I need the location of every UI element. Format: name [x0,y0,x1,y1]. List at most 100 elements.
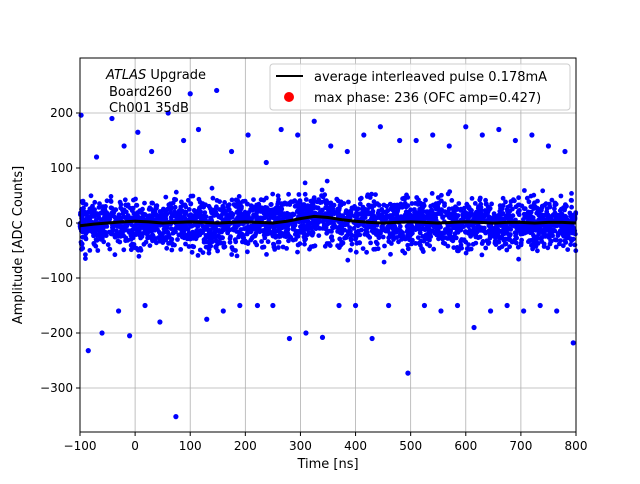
scatter-cloud-point [402,250,408,256]
scatter-cloud-point [373,228,379,233]
scatter-point [263,159,269,166]
scatter-cloud-point [82,227,88,233]
scatter-cloud-point [410,224,415,230]
scatter-cloud-point [231,202,237,207]
scatter-cloud-point [431,224,437,230]
scatter-cloud-point [92,199,98,205]
scatter-cloud-point [459,237,465,242]
scatter-cloud-point [326,207,332,213]
scatter-cloud-point [221,208,227,213]
scatter-cloud-point [275,239,281,245]
scatter-cloud-point [272,231,277,237]
scatter-cloud-point [118,202,124,207]
scatter-cloud-point [189,223,195,229]
scatter-cloud-point [263,226,269,232]
scatter-cloud-point [286,191,291,197]
scatter-point [496,126,502,133]
scatter-cloud-point [129,222,134,228]
scatter-cloud-point [361,211,366,217]
scatter-cloud-point [232,224,238,230]
scatter-cloud-point [260,245,265,250]
scatter-cloud-point [328,220,333,226]
scatter-cloud-point [440,215,445,221]
scatter-cloud-point [519,203,525,209]
scatter-cloud-point [98,210,104,216]
scatter-cloud-point [142,200,147,206]
scatter-cloud-point [195,224,201,230]
scatter-cloud-point [255,209,260,215]
scatter-point [344,148,350,155]
scatter-cloud-point [80,198,86,204]
scatter-cloud-point [132,215,137,221]
scatter-cloud-point [503,241,509,247]
scatter-cloud-point [203,244,209,250]
scatter-cloud-point [305,219,311,225]
scatter-cloud-point [522,188,527,193]
scatter-cloud-point [315,205,321,211]
scatter-cloud-point [568,242,573,248]
scatter-point [361,132,367,138]
scatter-cloud-point [497,208,503,214]
scatter-cloud-point [222,223,228,229]
scatter-cloud-point [568,236,573,242]
scatter-point [487,308,494,314]
scatter-point [562,148,568,155]
scatter-cloud-point [153,224,159,230]
scatter-cloud-point [422,215,428,221]
scatter-cloud-point [400,196,405,202]
scatter-cloud-point [517,208,522,213]
scatter-point [270,302,276,309]
scatter-cloud-point [113,207,119,213]
scatter-cloud-point [172,204,178,210]
scatter-cloud-point [552,228,557,233]
scatter-cloud-point [518,242,524,248]
scatter-cloud-point [311,197,316,203]
scatter-cloud-point [423,226,428,232]
scatter-cloud-point [275,193,281,199]
scatter-cloud-point [561,226,567,232]
scatter-cloud-point [169,206,174,212]
scatter-cloud-point [442,201,447,207]
scatter-cloud-point [363,227,369,233]
scatter-cloud-point [302,241,307,247]
scatter-cloud-point [316,233,322,239]
scatter-cloud-point [300,230,306,235]
scatter-cloud-point [348,213,354,219]
scatter-cloud-point [443,227,448,232]
scatter-cloud-point [237,209,243,215]
scatter-cloud-point [164,245,170,251]
scatter-cloud-point [116,224,122,229]
scatter-cloud-point [465,213,470,219]
x-tick-label: 300 [289,439,312,453]
scatter-cloud-point [236,194,242,199]
scatter-cloud-point [83,252,88,257]
scatter-cloud-point [373,192,378,198]
scatter-cloud-point [388,251,393,257]
x-tick-label: 0 [131,439,139,453]
scatter-cloud-point [458,208,464,213]
scatter-cloud-point [349,205,355,211]
scatter-cloud-point [232,237,238,243]
scatter-cloud-point [218,236,223,242]
y-tick-label: 200 [50,106,73,120]
scatter-cloud-point [435,195,441,200]
scatter-cloud-point [410,237,415,243]
scatter-cloud-point [295,249,300,255]
scatter-cloud-point [558,193,564,199]
scatter-cloud-point [214,211,219,217]
scatter-cloud-point [540,188,546,194]
scatter-cloud-point [188,201,194,207]
scatter-cloud-point [173,225,179,231]
scatter-cloud-point [190,243,195,249]
scatter-cloud-point [440,230,446,236]
scatter-cloud-point [179,209,184,215]
scatter-cloud-point [200,250,206,256]
scatter-cloud-point [357,240,363,246]
svg-text:ATLAS Upgrade: ATLAS Upgrade [105,68,206,83]
scatter-cloud-point [92,231,98,237]
scatter-cloud-point [507,203,513,209]
scatter-cloud-point [246,210,252,215]
scatter-cloud-point [357,201,363,207]
scatter-cloud-point [564,203,569,209]
scatter-cloud-point [93,243,99,249]
